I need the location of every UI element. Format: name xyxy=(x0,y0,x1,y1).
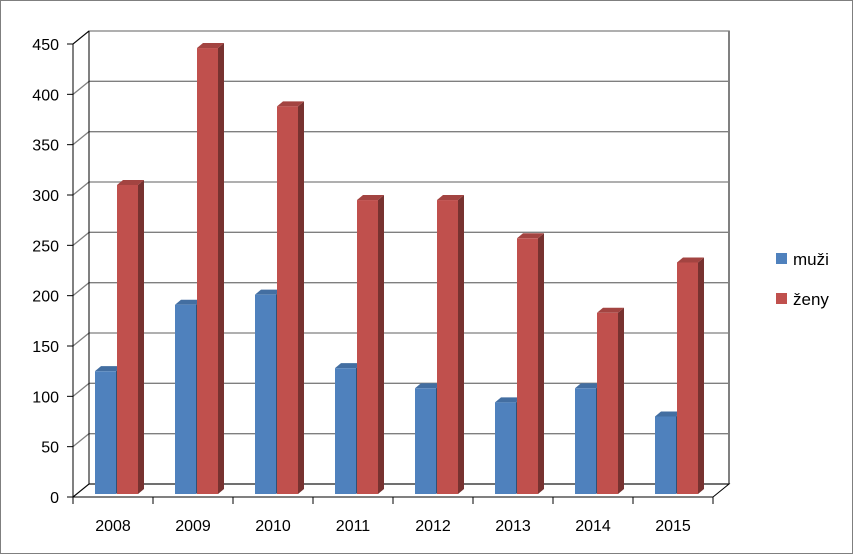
bar-front xyxy=(175,304,196,494)
bar-front xyxy=(677,262,698,494)
side-wall-gridline xyxy=(72,181,90,196)
bar-top xyxy=(197,43,224,49)
y-tick-label: 400 xyxy=(32,87,59,104)
bar-top xyxy=(255,289,282,295)
bar-front xyxy=(117,184,138,494)
x-tick-label: 2015 xyxy=(655,518,691,535)
bar-front xyxy=(495,402,516,494)
bar-ženy-2012 xyxy=(437,195,464,494)
bar-ženy-2010 xyxy=(277,101,304,494)
bar-top xyxy=(415,383,442,389)
side-wall-gridline xyxy=(72,80,90,95)
bar-side xyxy=(218,43,224,495)
y-axis-tick-labels: 0 50 100 150 200 250 300 350 400 450 xyxy=(32,37,59,507)
bar-ženy-2015 xyxy=(677,257,704,494)
x-tick-label: 2012 xyxy=(415,518,451,535)
bar-front xyxy=(437,200,458,494)
bar-top xyxy=(575,383,602,389)
side-wall-gridline xyxy=(72,282,90,297)
bar-side xyxy=(138,179,144,494)
floor xyxy=(71,483,731,498)
bar-side xyxy=(458,195,464,494)
bar-side xyxy=(378,195,384,494)
y-tick-label: 250 xyxy=(32,238,59,255)
y-tick-label: 200 xyxy=(32,289,59,306)
bar-top xyxy=(95,366,122,372)
bar-front xyxy=(335,368,356,494)
bar-ženy-2013 xyxy=(517,233,544,494)
side-wall-gridline xyxy=(72,231,90,246)
bar-ženy-2011 xyxy=(357,195,384,494)
bar-top xyxy=(677,257,704,263)
bar-front xyxy=(277,106,298,494)
legend-label: muži xyxy=(793,250,829,269)
bar-front xyxy=(597,312,618,494)
bar-side xyxy=(618,307,624,494)
x-tick-label: 2009 xyxy=(175,518,211,535)
bar-top xyxy=(277,101,304,107)
x-tick-label: 2008 xyxy=(95,518,131,535)
bar-side xyxy=(298,101,304,494)
y-tick-label: 50 xyxy=(41,440,59,457)
x-tick-label: 2014 xyxy=(575,518,611,535)
x-axis-tick-labels: 2008 2009 2010 2011 2012 2013 2014 2015 xyxy=(95,518,691,535)
side-wall-top-edge xyxy=(72,30,90,45)
bar-top xyxy=(175,299,202,305)
bar-top xyxy=(655,411,682,417)
axes xyxy=(67,30,731,504)
bar-front xyxy=(655,416,676,494)
bar-top xyxy=(117,179,144,185)
bar-front xyxy=(415,388,436,494)
legend-swatch xyxy=(776,293,787,304)
side-wall-gridline xyxy=(72,433,90,448)
legend-label: ženy xyxy=(793,290,829,309)
bar-front xyxy=(197,48,218,495)
x-tick-label: 2011 xyxy=(336,518,371,535)
side-wall-gridline xyxy=(72,131,90,146)
legend-swatch xyxy=(776,253,787,264)
bar-front xyxy=(255,294,276,494)
gridlines xyxy=(72,30,729,498)
bar-side xyxy=(698,257,704,494)
side-wall-gridline xyxy=(72,332,90,347)
bar-top xyxy=(597,307,624,313)
y-tick-label: 0 xyxy=(50,490,59,507)
bars xyxy=(95,43,704,495)
y-tick-label: 350 xyxy=(32,138,59,155)
bar-top xyxy=(357,195,384,201)
x-tick-label: 2013 xyxy=(495,518,531,535)
bar-side xyxy=(538,233,544,494)
bar-ženy-2008 xyxy=(117,179,144,494)
y-tick-label: 150 xyxy=(32,339,59,356)
bar-top xyxy=(517,233,544,239)
bar-front xyxy=(575,388,596,494)
x-tick-label: 2010 xyxy=(255,518,291,535)
bar-ženy-2009 xyxy=(197,43,224,495)
bar-ženy-2014 xyxy=(597,307,624,494)
legend: muži ženy xyxy=(776,250,829,309)
bar-top xyxy=(437,195,464,201)
bar-top xyxy=(335,363,362,369)
y-tick-label: 300 xyxy=(32,188,59,205)
bar-front xyxy=(357,200,378,494)
bar-front xyxy=(517,238,538,494)
y-tick-label: 100 xyxy=(32,389,59,406)
bar-front xyxy=(95,371,116,494)
y-tick-label: 450 xyxy=(32,37,59,54)
bar-top xyxy=(495,397,522,403)
side-wall-gridline xyxy=(72,382,90,397)
